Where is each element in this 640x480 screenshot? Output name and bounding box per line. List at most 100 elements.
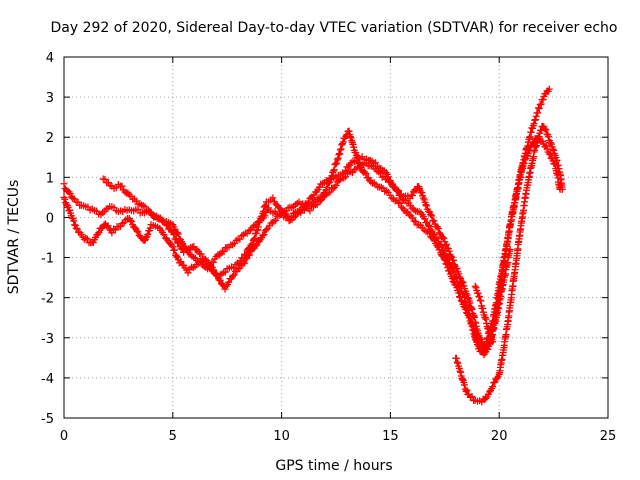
data-point — [441, 250, 449, 258]
data-point — [337, 145, 345, 153]
data-point — [250, 222, 258, 230]
data-point — [170, 231, 178, 239]
data-point — [61, 195, 69, 203]
data-point — [184, 269, 192, 277]
data-point — [549, 145, 557, 153]
data-point — [95, 229, 103, 237]
data-point — [272, 216, 280, 224]
data-point — [435, 229, 443, 237]
data-point — [250, 235, 258, 243]
data-point — [372, 159, 380, 167]
data-point — [545, 133, 553, 141]
data-point — [483, 335, 491, 343]
data-point — [443, 240, 451, 248]
data-point — [466, 393, 474, 401]
data-point — [362, 169, 370, 177]
data-point — [245, 227, 253, 235]
data-point — [558, 185, 566, 193]
data-point — [336, 146, 344, 154]
data-point — [332, 181, 340, 189]
data-point — [393, 185, 401, 193]
data-point — [259, 207, 267, 215]
data-point — [366, 176, 374, 184]
data-point — [483, 344, 491, 352]
data-point — [339, 138, 347, 146]
data-point — [346, 133, 354, 141]
data-point — [418, 189, 426, 197]
x-tick-label: 0 — [60, 429, 68, 444]
data-point — [440, 234, 448, 242]
y-tick-label: -3 — [41, 332, 54, 347]
data-point — [456, 273, 464, 281]
data-point — [460, 381, 468, 389]
data-point — [545, 85, 553, 93]
data-point — [486, 332, 494, 340]
y-axis-label: SDTVAR / TECUs — [6, 180, 22, 295]
data-point — [97, 224, 105, 232]
data-point — [542, 126, 550, 134]
data-point — [394, 187, 402, 195]
data-point — [456, 283, 464, 291]
y-tick-label: 0 — [46, 211, 54, 226]
data-point — [447, 252, 455, 260]
data-point — [541, 125, 549, 133]
data-point — [201, 255, 209, 263]
data-point — [209, 258, 217, 266]
data-point — [474, 289, 482, 297]
data-point — [175, 239, 183, 247]
y-tick-label: 1 — [46, 171, 54, 186]
plot-frame — [63, 56, 609, 419]
data-point — [535, 133, 543, 141]
data-point — [193, 246, 201, 254]
data-point — [424, 221, 432, 229]
data-point — [269, 194, 277, 202]
data-point — [66, 190, 74, 198]
data-point — [255, 219, 263, 227]
data-point — [398, 203, 406, 211]
data-point — [537, 127, 545, 135]
data-point — [423, 218, 431, 226]
data-point — [323, 183, 331, 191]
data-point — [376, 169, 384, 177]
data-point — [141, 203, 149, 211]
data-point — [489, 338, 497, 346]
data-point — [439, 233, 447, 241]
data-point — [412, 218, 420, 226]
data-point — [550, 146, 558, 154]
data-point — [259, 231, 267, 239]
data-point — [60, 180, 68, 188]
data-point — [405, 211, 413, 219]
data-point — [142, 234, 150, 242]
y-tick-label: -1 — [41, 252, 54, 267]
data-point — [330, 166, 338, 174]
data-point — [445, 247, 453, 255]
data-point — [335, 151, 343, 159]
data-point — [94, 230, 102, 238]
y-tick-label: 4 — [46, 51, 54, 66]
data-point — [230, 271, 238, 279]
data-point — [65, 188, 73, 196]
data-point — [530, 120, 538, 128]
data-point — [118, 182, 126, 190]
data-point — [350, 143, 358, 151]
data-point — [440, 247, 448, 255]
data-point — [426, 223, 434, 231]
data-point — [326, 188, 334, 196]
data-point — [484, 324, 492, 332]
data-point — [248, 240, 256, 248]
data-point — [197, 250, 205, 258]
data-point — [333, 156, 341, 164]
data-point — [434, 224, 442, 232]
data-point — [261, 203, 269, 211]
data-point — [207, 262, 215, 270]
x-tick-label: 15 — [382, 429, 399, 444]
data-point — [163, 235, 171, 243]
data-point — [450, 256, 458, 264]
data-point — [82, 234, 90, 242]
data-point — [453, 264, 461, 272]
data-point — [408, 214, 416, 222]
data-point — [339, 140, 347, 148]
data-point — [331, 161, 339, 169]
data-point — [482, 395, 490, 403]
data-point — [336, 150, 344, 158]
